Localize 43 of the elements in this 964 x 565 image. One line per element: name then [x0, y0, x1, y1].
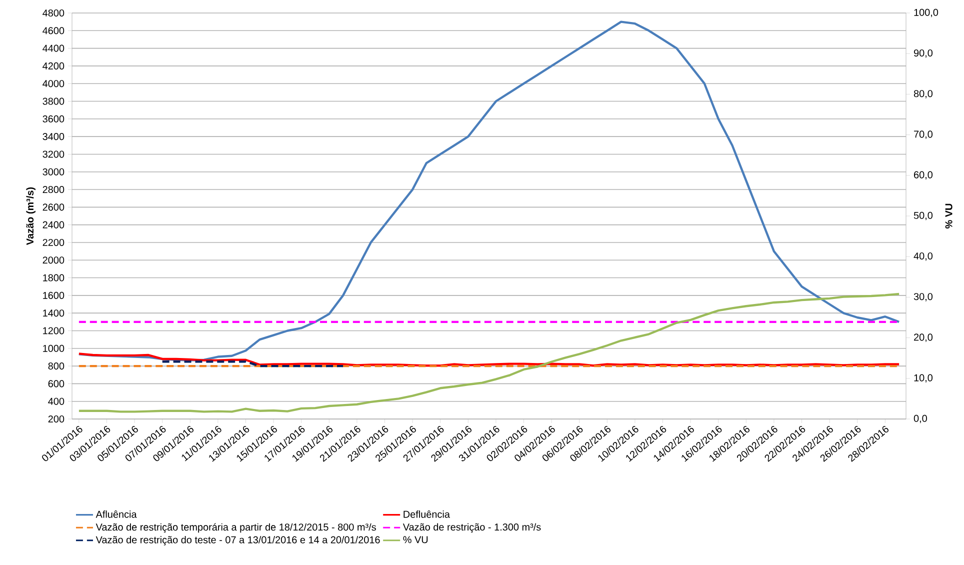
y-tick-label: 600 — [48, 380, 64, 388]
y-tick-label: 4600 — [42, 27, 64, 34]
y2-axis-title: % VU — [945, 204, 952, 228]
y2-tick-label: 40,0 — [914, 252, 933, 261]
y-tick-label: 3200 — [42, 150, 64, 158]
legend-label: Vazão de restrição do teste - 07 a 13/01/2016 e 14 a 20/01/2016 — [96, 536, 380, 546]
y-tick-label: 4200 — [42, 62, 64, 70]
y-tick-label: 1400 — [43, 310, 64, 317]
y-tick-label: 2800 — [42, 186, 64, 194]
y2-tick-label: 100,0 — [914, 8, 938, 18]
y-tick-label: 4000 — [42, 80, 64, 88]
y-tick-label: 3400 — [42, 133, 64, 140]
y2-tick-label: 70,0 — [914, 130, 933, 139]
y2-tick-label: 80,0 — [914, 90, 933, 98]
y-tick-label: 2200 — [42, 238, 64, 246]
y-tick-label: 4800 — [42, 9, 64, 17]
legend-label: Afluência — [96, 510, 137, 518]
y-tick-label: 200 — [48, 415, 64, 423]
y-tick-label: 800 — [48, 362, 64, 370]
legend-label: Vazão de restrição temporária a partir de 18/12/2015 - 800 m³/s — [96, 523, 376, 533]
y-axis-title: Vazão (m³/s) — [26, 187, 36, 246]
y-tick-label: 3000 — [42, 168, 64, 176]
y-tick-label: 1600 — [43, 292, 64, 299]
y-tick-label: 2000 — [42, 256, 64, 264]
y-tick-label: 400 — [48, 398, 64, 405]
y-tick-label: 2400 — [42, 221, 64, 228]
y2-tick-label: 90,0 — [914, 49, 933, 58]
y2-tick-label: 0,0 — [914, 414, 927, 424]
y2-tick-label: 60,0 — [914, 171, 933, 180]
legend-label: % VU — [403, 536, 428, 544]
y-tick-label: 3800 — [42, 98, 64, 105]
y-tick-label: 4400 — [42, 44, 64, 52]
y-tick-label: 1200 — [43, 327, 64, 334]
y2-tick-label: 50,0 — [914, 212, 933, 220]
y-tick-label: 2600 — [42, 204, 64, 211]
legend-label: Vazão de restrição - 1.300 m³/s — [402, 523, 541, 533]
y-tick-label: 1000 — [43, 344, 64, 352]
y2-tick-label: 30,0 — [914, 293, 933, 302]
legend-label: Defluência — [404, 510, 450, 518]
y-tick-label: 3600 — [42, 115, 64, 122]
y2-tick-label: 20,0 — [914, 334, 933, 342]
y2-tick-label: 10,0 — [914, 374, 933, 383]
y-tick-label: 1800 — [43, 274, 64, 282]
